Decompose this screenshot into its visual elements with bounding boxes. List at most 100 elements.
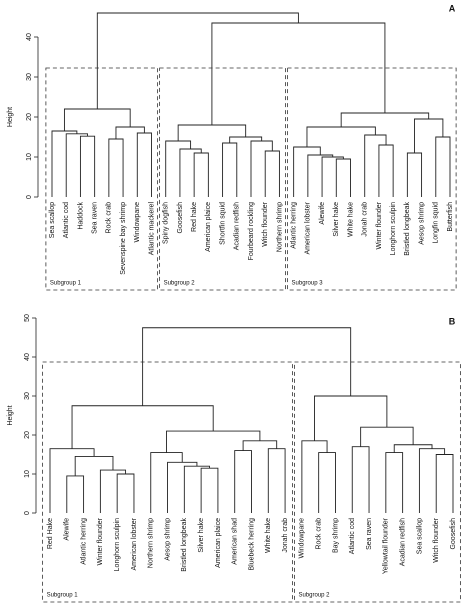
- leaf-label: American lobster: [131, 517, 138, 570]
- leaf-label: Sevenspine bay shrimp: [120, 202, 127, 275]
- cluster-link: [351, 446, 370, 513]
- y-tick-label: 10: [26, 153, 33, 161]
- leaf-label: Bristled longbeak: [181, 518, 188, 572]
- cluster-link: [65, 133, 88, 197]
- y-tick-label: 50: [24, 314, 31, 322]
- leaf-label: Goosefish: [177, 202, 184, 234]
- leaf-label: American shad: [232, 518, 239, 565]
- leaf-label: Spiny dogfish: [163, 202, 170, 244]
- y-tick-label: 0: [24, 511, 31, 515]
- leaf-label: Longfin squid: [433, 202, 440, 244]
- leaf-label: Jonah crab: [282, 518, 289, 553]
- y-axis-label: Height: [7, 405, 14, 425]
- subgroup-label: Subgroup 2: [164, 281, 196, 287]
- cluster-link: [200, 467, 219, 513]
- cluster-link: [385, 452, 404, 513]
- cluster-link: [264, 150, 280, 197]
- cluster-link: [99, 469, 127, 513]
- leaf-label: Red Hake: [47, 518, 54, 549]
- cluster-link: [142, 327, 352, 406]
- cluster-link: [183, 465, 210, 513]
- leaf-label: Jonah crab: [362, 202, 369, 237]
- cluster-link: [234, 450, 252, 513]
- leaf-label: Windowpane: [299, 518, 306, 559]
- y-axis-label: Height: [7, 107, 14, 127]
- subgroup-label: Subgroup 1: [47, 593, 79, 599]
- cluster-link: [364, 134, 387, 197]
- cluster-link: [414, 118, 444, 153]
- cluster-link: [211, 22, 386, 125]
- y-tick-label: 30: [24, 392, 31, 400]
- cluster-link: [301, 440, 328, 513]
- cluster-link: [167, 461, 198, 513]
- cluster-link: [293, 146, 321, 197]
- leaf-label: Longhorn sculpin: [390, 202, 397, 255]
- leaf-label: Acadian redfish: [399, 518, 406, 566]
- y-tick-label: 10: [24, 470, 31, 478]
- leaf-label: White hake: [347, 202, 354, 237]
- leaf-label: Atlantic cod: [349, 518, 356, 554]
- panel-label: B: [449, 316, 456, 326]
- leaf-label: Atlantic cod: [63, 202, 70, 238]
- leaf-label: Aesop shrimp: [418, 202, 425, 245]
- leaf-label: Sea raven: [91, 202, 98, 234]
- y-tick-label: 40: [24, 353, 31, 361]
- cluster-link: [71, 405, 214, 449]
- leaf-label: Atlantic herring: [80, 518, 87, 565]
- cluster-link: [435, 136, 451, 197]
- cluster-link: [136, 132, 152, 197]
- leaf-label: American lobster: [305, 201, 312, 254]
- leaf-label: Rock crab: [106, 202, 113, 234]
- cluster-link: [116, 473, 135, 513]
- leaf-label: Northern shrimp: [276, 202, 283, 252]
- y-tick-label: 30: [26, 73, 33, 81]
- cluster-link: [150, 452, 183, 513]
- cluster-link: [51, 130, 78, 197]
- leaf-label: American plaice: [205, 202, 212, 252]
- cluster-link: [177, 124, 247, 141]
- subgroup-box: [287, 67, 457, 291]
- cluster-link: [108, 138, 124, 197]
- cluster-link: [166, 430, 261, 453]
- panel-label: A: [449, 3, 456, 13]
- cluster-link: [63, 108, 131, 131]
- subgroup-label: Subgroup 3: [292, 281, 324, 287]
- leaf-label: Aesop shrimp: [164, 518, 171, 561]
- leaf-label: Windowpane: [134, 202, 141, 243]
- leaf-label: Witch flounder: [262, 201, 269, 246]
- y-tick-label: 0: [26, 195, 33, 199]
- cluster-link: [179, 148, 202, 197]
- leaf-label: Goosefish: [450, 518, 457, 550]
- leaf-label: Longhorn sculpin: [114, 518, 121, 571]
- leaf-label: Alewife: [319, 202, 326, 225]
- leaf-label: Atlantic herring: [290, 202, 297, 249]
- cluster-link: [307, 154, 334, 197]
- leaf-label: Acadian redfish: [234, 202, 241, 250]
- y-tick-label: 20: [24, 431, 31, 439]
- cluster-link: [406, 152, 423, 197]
- leaf-label: Alewife: [64, 518, 71, 541]
- subgroup-label: Subgroup 1: [50, 281, 82, 287]
- cluster-link: [435, 454, 454, 513]
- cluster-link: [79, 135, 96, 197]
- cluster-link: [250, 140, 273, 197]
- leaf-label: Fourbeard rockling: [248, 202, 255, 260]
- cluster-link: [193, 152, 209, 197]
- cluster-link: [242, 440, 278, 451]
- cluster-link: [222, 142, 238, 197]
- leaf-label: Haddock: [77, 202, 84, 230]
- cluster-link: [96, 12, 299, 109]
- leaf-label: Winter flounder: [376, 201, 383, 249]
- cluster-link: [229, 136, 263, 143]
- leaf-label: Rock crab: [316, 518, 323, 550]
- leaf-label: Northern shrimp: [148, 518, 155, 568]
- cluster-link: [321, 156, 344, 197]
- leaf-label: Atlantic mackerel: [148, 202, 155, 256]
- leaf-label: Bay shrimp: [332, 518, 339, 553]
- leaf-label: Sea raven: [366, 518, 373, 550]
- leaf-label: Witch flounder: [433, 517, 440, 562]
- leaf-label: Winter flounder: [97, 517, 104, 565]
- cluster-link: [66, 475, 85, 513]
- cluster-link: [49, 448, 95, 513]
